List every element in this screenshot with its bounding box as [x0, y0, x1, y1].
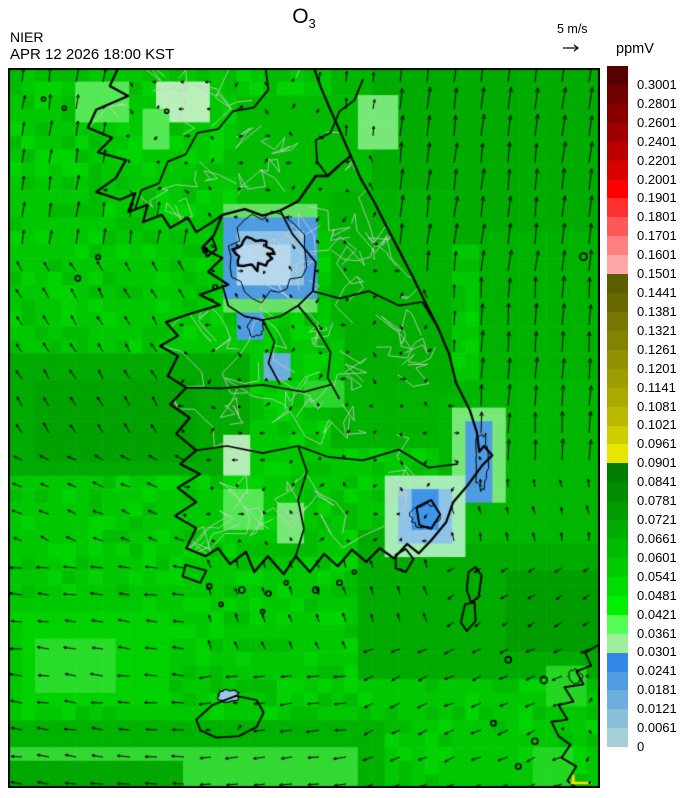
colorbar-label: 0.0301 — [637, 644, 677, 660]
colorbar-segment — [607, 425, 628, 445]
colorbar-segment — [607, 520, 628, 540]
colorbar-label: 0.0661 — [637, 530, 677, 546]
colorbar-label: 0.0181 — [637, 682, 677, 698]
colorbar-segment — [607, 236, 628, 256]
colorbar-label: 0.0541 — [637, 568, 677, 584]
colorbar-segment — [607, 690, 628, 710]
colorbar-label: 0.2801 — [637, 95, 677, 111]
colorbar-segment — [607, 103, 628, 123]
colorbar-segment — [607, 179, 628, 199]
colorbar-label: 0.0721 — [637, 512, 677, 527]
colorbar-segment — [607, 160, 628, 180]
colorbar-label: 0.1201 — [637, 360, 677, 376]
colorbar-label: 0.1701 — [637, 228, 677, 244]
colorbar-segment — [607, 293, 628, 312]
colorbar-segment — [607, 595, 628, 615]
colorbar-label: 0.2401 — [637, 133, 677, 149]
colorbar-label: 0.2601 — [637, 114, 677, 130]
colorbar-segment — [607, 387, 628, 407]
colorbar-label: 0.0361 — [637, 625, 677, 641]
colorbar-segment — [607, 255, 628, 275]
agency-label: NIER — [10, 29, 44, 45]
colorbar-label: 0.1261 — [637, 341, 677, 357]
colorbar-label: 0.1321 — [637, 322, 677, 338]
colorbar-label: 0.0601 — [637, 549, 677, 565]
unit-label: ppmV — [616, 41, 654, 57]
wind-reference-arrow-icon — [561, 40, 583, 58]
colorbar-segment — [607, 368, 628, 388]
colorbar-segment — [607, 652, 628, 672]
colorbar-segment — [607, 349, 628, 369]
colorbar-label: 0.0481 — [637, 587, 677, 603]
colorbar-segment — [607, 728, 628, 748]
colorbar — [607, 66, 628, 748]
colorbar-label: 0.0781 — [637, 493, 677, 509]
colorbar-label: 0.1081 — [637, 398, 677, 414]
colorbar-label: 0.1901 — [637, 190, 677, 206]
colorbar-segment — [607, 66, 628, 85]
colorbar-segment — [607, 311, 628, 331]
colorbar-segment — [607, 84, 628, 104]
colorbar-label: 0.0901 — [637, 455, 677, 471]
colorbar-label: 0.1381 — [637, 303, 677, 319]
concentration-map-canvas — [8, 68, 600, 788]
colorbar-label: 0.3001 — [637, 76, 677, 92]
colorbar-segment — [607, 141, 628, 161]
colorbar-segment — [607, 198, 628, 218]
colorbar-label: 0.0121 — [637, 701, 677, 717]
colorbar-segment — [607, 671, 628, 691]
colorbar-segment — [607, 444, 628, 464]
colorbar-segment — [607, 274, 628, 294]
colorbar-segment — [607, 557, 628, 577]
colorbar-segment — [607, 330, 628, 350]
colorbar-label: 0.0061 — [637, 720, 677, 736]
colorbar-label: 0.0421 — [637, 606, 677, 622]
colorbar-label: 0.2201 — [637, 152, 677, 168]
colorbar-label: 0.1441 — [637, 285, 677, 300]
colorbar-segment — [607, 463, 628, 483]
plot-title: O3 — [292, 5, 316, 32]
colorbar-label: 0.1601 — [637, 247, 677, 263]
datetime-label: APR 12 2026 18:00 KST — [10, 46, 175, 63]
colorbar-segment — [607, 576, 628, 596]
colorbar-segment — [607, 482, 628, 502]
colorbar-label: 0.1501 — [637, 266, 677, 282]
colorbar-segment — [607, 633, 628, 653]
colorbar-label: 0.1801 — [637, 209, 677, 225]
colorbar-segment — [607, 217, 628, 237]
wind-reference-label: 5 m/s — [557, 22, 588, 36]
colorbar-segment — [607, 709, 628, 729]
colorbar-label: 0.0241 — [637, 663, 677, 679]
colorbar-label: 0.0961 — [637, 436, 677, 452]
colorbar-label: 0.0841 — [637, 474, 677, 490]
colorbar-label: 0.1141 — [637, 379, 676, 395]
colorbar-label: 0 — [637, 739, 645, 754]
colorbar-segment — [607, 406, 628, 426]
colorbar-segment — [607, 539, 628, 558]
colorbar-label: 0.1021 — [637, 417, 677, 433]
colorbar-segment — [607, 122, 628, 142]
colorbar-label: 0.2001 — [637, 171, 677, 187]
colorbar-segment — [607, 501, 628, 521]
colorbar-segment — [607, 614, 628, 634]
